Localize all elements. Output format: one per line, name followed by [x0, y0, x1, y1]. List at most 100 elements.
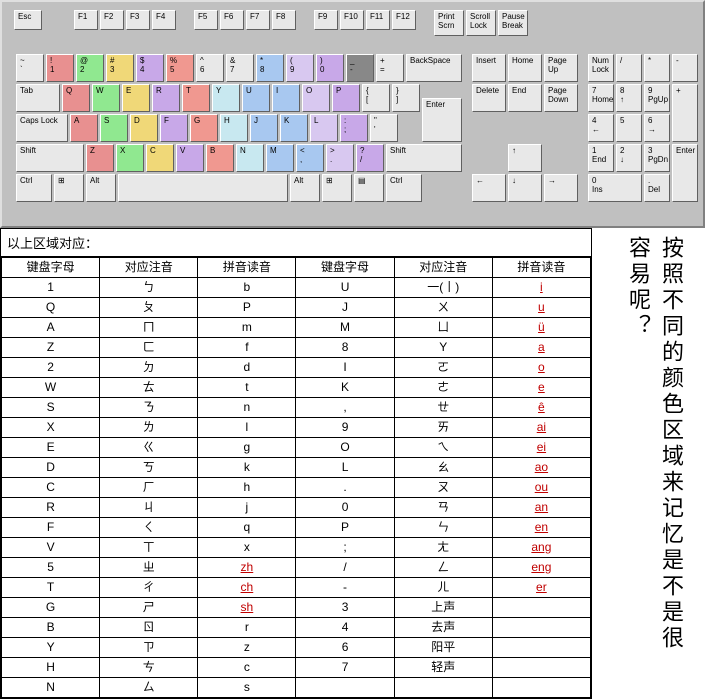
table-cell: i — [492, 278, 590, 298]
key-f7: F7 — [246, 10, 270, 30]
table-cell: a — [492, 338, 590, 358]
key-w: W — [92, 84, 120, 112]
table-cell: t — [198, 378, 296, 398]
table-cell: ai — [492, 418, 590, 438]
key-f8: F8 — [272, 10, 296, 30]
key-1end: 1End — [588, 144, 614, 172]
key-u: U — [242, 84, 270, 112]
table-row: AㄇmMㄩü — [2, 318, 591, 338]
key-g: G — [190, 114, 218, 142]
key-k: K — [280, 114, 308, 142]
key-2: @2 — [76, 54, 104, 82]
key-: {[ — [362, 84, 390, 112]
key-m: M — [266, 144, 294, 172]
table-cell: 3 — [296, 598, 394, 618]
key-h: H — [220, 114, 248, 142]
table-cell: 5 — [2, 558, 100, 578]
key-1: !1 — [46, 54, 74, 82]
key-0: )0 — [316, 54, 344, 82]
table-cell: x — [198, 538, 296, 558]
table-row: Bㄖr4去声 — [2, 618, 591, 638]
table-cell: en — [492, 518, 590, 538]
table-cell: ㄞ — [394, 418, 492, 438]
table-cell: ㄨ — [394, 298, 492, 318]
table-cell: ㄤ — [394, 538, 492, 558]
key-: / — [616, 54, 642, 82]
table-cell: 0 — [296, 498, 394, 518]
table-cell: s — [198, 678, 296, 698]
key-: <, — [296, 144, 324, 172]
key-: ⊞ — [54, 174, 84, 202]
key-z: Z — [86, 144, 114, 172]
key-p: P — [332, 84, 360, 112]
key-b: B — [206, 144, 234, 172]
table-cell: ㄈ — [100, 338, 198, 358]
table-cell: ㄋ — [100, 398, 198, 418]
table-cell: H — [2, 658, 100, 678]
key-l: L — [310, 114, 338, 142]
key-capslock: Caps Lock — [16, 114, 68, 142]
table-cell: G — [2, 598, 100, 618]
table-cell: ㄇ — [100, 318, 198, 338]
key-i: I — [272, 84, 300, 112]
key-: :; — [340, 114, 368, 142]
key-9pgup: 9PgUp — [644, 84, 670, 112]
table-cell: ㄕ — [100, 598, 198, 618]
key-s: S — [100, 114, 128, 142]
table-cell: 轻声 — [394, 658, 492, 678]
table-cell: S — [2, 398, 100, 418]
table-cell: ㄓ — [100, 558, 198, 578]
table-cell: ê — [492, 398, 590, 418]
side-note: 按照不同的颜色区域来记忆是不是很容易呢？ — [592, 228, 692, 668]
table-cell: ㄌ — [100, 418, 198, 438]
table-cell: b — [198, 278, 296, 298]
key-f6: F6 — [220, 10, 244, 30]
table-cell: sh — [198, 598, 296, 618]
table-cell: 9 — [296, 418, 394, 438]
table-title: 以上区域对应： — [1, 229, 591, 257]
table-row: 1ㄅbU一(丨)i — [2, 278, 591, 298]
key-f2: F2 — [100, 10, 124, 30]
table-cell: O — [296, 438, 394, 458]
table-cell: eng — [492, 558, 590, 578]
key-t: T — [182, 84, 210, 112]
table-cell: Z — [2, 338, 100, 358]
key-shift: Shift — [16, 144, 84, 172]
key-c: C — [146, 144, 174, 172]
key-: - — [672, 54, 698, 82]
table-cell: ; — [296, 538, 394, 558]
table-cell: , — [296, 398, 394, 418]
table-row: Cㄏh.ㄡou — [2, 478, 591, 498]
table-cell: 去声 — [394, 618, 492, 638]
table-cell: M — [296, 318, 394, 338]
key-: += — [376, 54, 404, 82]
key-o: O — [302, 84, 330, 112]
key-f1: F1 — [74, 10, 98, 30]
table-cell: u — [492, 298, 590, 318]
table-row: Rㄐj0ㄢan — [2, 498, 591, 518]
table-cell: ㄐ — [100, 498, 198, 518]
table-header: 拼音读音 — [492, 258, 590, 278]
key-3: #3 — [106, 54, 134, 82]
table-row: 2ㄉdIㄛo — [2, 358, 591, 378]
table-cell: 阳平 — [394, 638, 492, 658]
table-cell: c — [198, 658, 296, 678]
key-pagedown: PageDown — [544, 84, 578, 112]
table-cell: 8 — [296, 338, 394, 358]
key-f5: F5 — [194, 10, 218, 30]
table-cell: ㄍ — [100, 438, 198, 458]
table-cell: P — [198, 298, 296, 318]
table-cell: m — [198, 318, 296, 338]
table-cell: A — [2, 318, 100, 338]
table-cell: ㄆ — [100, 298, 198, 318]
key-home: Home — [508, 54, 542, 82]
table-cell: ㄖ — [100, 618, 198, 638]
key-end: End — [508, 84, 542, 112]
key-0ins: 0Ins — [588, 174, 642, 202]
table-cell: / — [296, 558, 394, 578]
table-row: EㄍgOㄟei — [2, 438, 591, 458]
key-3pgdn: 3PgDn — [644, 144, 670, 172]
key-backspace: BackSpace — [406, 54, 462, 82]
table-cell: . — [296, 478, 394, 498]
key-a: A — [70, 114, 98, 142]
